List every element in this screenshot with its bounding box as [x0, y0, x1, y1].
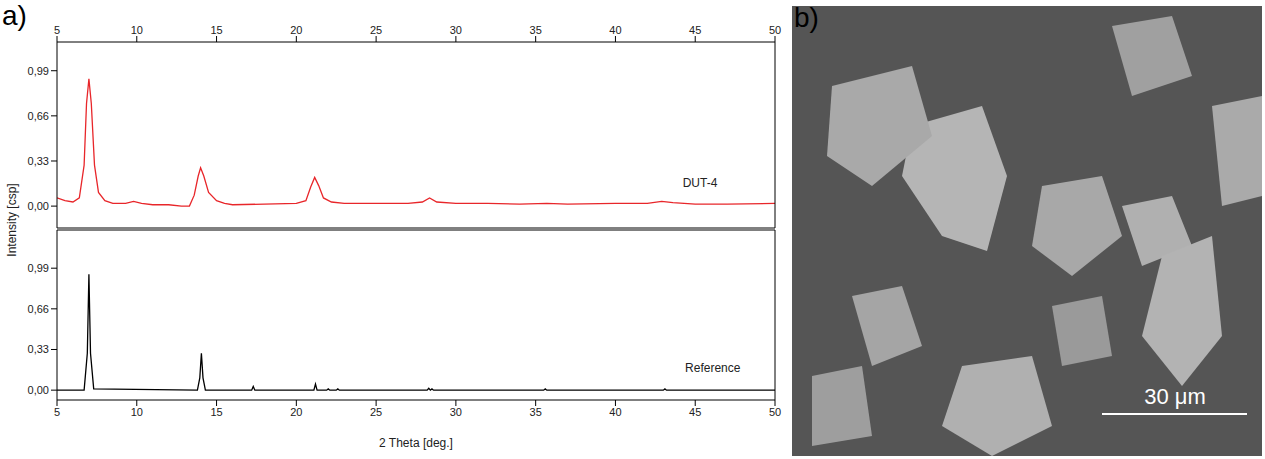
svg-text:15: 15 — [210, 406, 222, 418]
svg-text:0,99: 0,99 — [28, 65, 49, 77]
svg-text:50: 50 — [769, 406, 781, 418]
svg-text:15: 15 — [210, 24, 222, 36]
svg-text:50: 50 — [769, 24, 781, 36]
svg-text:35: 35 — [530, 406, 542, 418]
html-text:a): a) — [2, 0, 27, 31]
svg-text:35: 35 — [530, 24, 542, 36]
svg-text:10: 10 — [131, 406, 143, 418]
svg-text:0,99: 0,99 — [28, 262, 49, 274]
svg-text:30 μm: 30 μm — [1144, 384, 1206, 409]
svg-text:DUT-4: DUT-4 — [683, 176, 718, 190]
svg-text:20: 20 — [290, 24, 302, 36]
svg-text:10: 10 — [131, 24, 143, 36]
html-text:Intensity [csp]: Intensity [csp] — [5, 183, 19, 257]
svg-text:20: 20 — [290, 406, 302, 418]
svg-text:30: 30 — [450, 406, 462, 418]
svg-text:0,33: 0,33 — [28, 343, 49, 355]
svg-text:2 Theta [deg.]: 2 Theta [deg.] — [379, 436, 453, 450]
svg-text:40: 40 — [609, 406, 621, 418]
svg-text:0,33: 0,33 — [28, 155, 49, 167]
svg-text:5: 5 — [54, 406, 60, 418]
svg-text:0,66: 0,66 — [28, 110, 49, 122]
svg-text:Reference: Reference — [685, 361, 741, 375]
svg-text:0,00: 0,00 — [28, 384, 49, 396]
svg-text:0,00: 0,00 — [28, 200, 49, 212]
svg-text:5: 5 — [54, 24, 60, 36]
svg-text:30: 30 — [450, 24, 462, 36]
svg-text:45: 45 — [689, 24, 701, 36]
html-text:b): b) — [794, 2, 819, 33]
svg-text:0,66: 0,66 — [28, 303, 49, 315]
svg-text:40: 40 — [609, 24, 621, 36]
svg-text:45: 45 — [689, 406, 701, 418]
svg-text:25: 25 — [370, 24, 382, 36]
svg-text:25: 25 — [370, 406, 382, 418]
